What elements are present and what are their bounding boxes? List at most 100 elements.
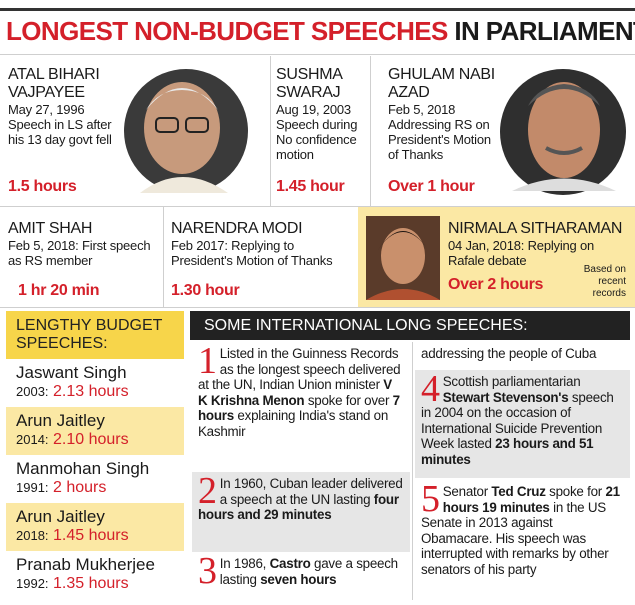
rule <box>0 54 635 55</box>
bold-text: Castro <box>269 556 311 571</box>
budget-row: Arun Jaitley 2018: 1.45 hours <box>6 503 184 551</box>
item-number: 4 <box>421 368 440 410</box>
bold-text: four hours and 29 minutes <box>198 491 399 523</box>
budget-row: Jaswant Singh 2003: 2.13 hours <box>6 359 184 407</box>
description: 04 Jan, 2018: Replying on Rafale debate <box>448 238 595 268</box>
text: spoke for <box>545 484 606 499</box>
speech-card: GHULAM NABI AZAD Feb 5, 2018 Addressing … <box>388 66 500 162</box>
speaker: GHULAM NABI AZAD <box>388 66 495 101</box>
year: 1992: <box>16 576 49 591</box>
speaker: NARENDRA MODI <box>171 220 303 237</box>
speech-card: NIRMALA SITHARAMAN 04 Jan, 2018: Replyin… <box>448 220 633 268</box>
speech-card: ATAL BIHARI VAJPAYEE May 27, 1996 Speech… <box>8 66 120 147</box>
speaker: ATAL BIHARI VAJPAYEE <box>8 66 100 101</box>
year: 1991: <box>16 480 49 495</box>
duration: 1 hr 20 min <box>18 282 100 299</box>
description: Speech in LS after his 13 day govt fell <box>8 117 112 147</box>
speech-card: AMIT SHAH Feb 5, 2018: First speech as R… <box>8 220 160 268</box>
text: In 1960, Cuban leader delivered a speech… <box>219 476 403 507</box>
description: Addressing RS on President's Motion of T… <box>388 117 491 162</box>
text: Senator <box>442 484 492 499</box>
divider <box>370 56 371 206</box>
speaker: Jaswant Singh <box>16 363 127 382</box>
date: May 27, 1996 <box>8 102 85 117</box>
budget-line: 2014: 2.10 hours <box>16 431 174 449</box>
year: 2003: <box>16 384 49 399</box>
text: in the US Senate in 2013 against Obamaca… <box>421 499 609 577</box>
duration: Over 1 hour <box>388 178 475 195</box>
speech-card: SUSHMA SWARAJ Aug 19, 2003 Speech during… <box>276 66 368 162</box>
duration: 1.35 hours <box>53 575 129 592</box>
duration: 2.13 hours <box>53 383 129 400</box>
bold-text: 7 hours <box>198 392 400 424</box>
divider <box>412 342 413 600</box>
speaker: Manmohan Singh <box>16 459 150 478</box>
bold-text: 23 hours and 51 minutes <box>421 436 594 467</box>
top-rule <box>0 8 635 11</box>
budget-heading: LENGTHY BUDGET SPEECHES: <box>6 311 184 359</box>
budget-row: Pranab Mukherjee 1992: 1.35 hours <box>6 551 184 599</box>
speaker: Arun Jaitley <box>16 411 105 430</box>
divider <box>163 207 164 307</box>
bold-text: V K Krishna Menon <box>198 377 392 408</box>
bold-text: seven hours <box>260 571 337 587</box>
portrait <box>500 69 626 195</box>
continuation: addressing the people of Cuba <box>421 346 597 361</box>
budget-row: Manmohan Singh 1991: 2 hours <box>6 455 184 503</box>
speech-item: 4 Scottish parliamentarian Stewart Steven… <box>415 370 630 478</box>
speaker: NIRMALA SITHARAMAN <box>448 220 623 237</box>
speech-item: 5 Senator Ted Cruz spoke for 21 hours 19 … <box>415 480 630 600</box>
duration: Over 2 hours <box>448 276 544 293</box>
rule <box>0 206 635 207</box>
description: Feb 2017: Replying to President's Motion… <box>171 238 333 268</box>
duration: 2.10 hours <box>53 431 129 448</box>
date: Feb 5, 2018 <box>388 102 456 117</box>
description: Speech during No confidence motion <box>276 117 358 162</box>
portrait <box>124 69 248 193</box>
budget-list: Jaswant Singh 2003: 2.13 hours Arun Jaitle… <box>6 359 184 599</box>
text: Scottish parliamentarian <box>442 374 581 389</box>
item-number: 2 <box>198 470 217 512</box>
item-number: 3 <box>198 550 217 592</box>
year: 2018: <box>16 528 49 543</box>
speaker: AMIT SHAH <box>8 220 93 237</box>
duration: 2 hours <box>53 479 107 496</box>
title: LONGEST NON-BUDGET SPEECHES IN PARLIAMEN… <box>6 16 635 47</box>
item-number: 5 <box>421 478 440 520</box>
text: spoke for over <box>304 392 393 408</box>
speaker: SUSHMA SWARAJ <box>276 66 342 101</box>
date: Aug 19, 2003 <box>276 102 351 117</box>
year: 2014: <box>16 432 49 447</box>
title-tail: IN PARLIAMENT <box>454 16 635 46</box>
speaker: Arun Jaitley <box>16 507 105 526</box>
duration: 1.5 hours <box>8 178 77 195</box>
text: speech in 2004 on the occasion of Intern… <box>421 389 614 452</box>
duration: 1.30 hour <box>171 282 240 299</box>
speaker: Pranab Mukherjee <box>16 555 155 574</box>
budget-row: Arun Jaitley 2014: 2.10 hours <box>6 407 184 455</box>
text: gave a speech lasting <box>219 556 398 587</box>
speech-card: NARENDRA MODI Feb 2017: Replying to Pres… <box>171 220 356 268</box>
speech-item: 3 In 1986, Castro gave a speech lasting s… <box>192 552 410 600</box>
duration: 1.45 hour <box>276 178 345 195</box>
speech-item: 2 In 1960, Cuban leader delivered a speec… <box>192 472 410 552</box>
note: Based on recent records <box>583 264 626 299</box>
budget-line: 1991: 2 hours <box>16 479 174 497</box>
bold-text: Stewart Stevenson's <box>442 389 569 405</box>
text: Listed in the Guinness Records as the lo… <box>198 346 401 393</box>
budget-line: 2018: 1.45 hours <box>16 527 174 545</box>
divider <box>270 56 271 206</box>
duration: 1.45 hours <box>53 527 129 544</box>
international-heading: SOME INTERNATIONAL LONG SPEECHES: <box>190 311 630 340</box>
title-main: LONGEST NON-BUDGET SPEECHES <box>6 16 448 46</box>
item-number: 1 <box>198 340 217 382</box>
portrait <box>366 216 440 300</box>
text: In 1986, <box>219 556 270 571</box>
bold-text: Ted Cruz <box>491 484 546 499</box>
description: Feb 5, 2018: First speech as RS member <box>8 238 151 268</box>
speech-item: 1 Listed in the Guinness Records as the l… <box>192 342 410 470</box>
bold-text: 21 hours 19 minutes <box>442 484 620 515</box>
text: explaining India's stand on Kashmir <box>198 408 389 439</box>
budget-line: 2003: 2.13 hours <box>16 383 174 401</box>
